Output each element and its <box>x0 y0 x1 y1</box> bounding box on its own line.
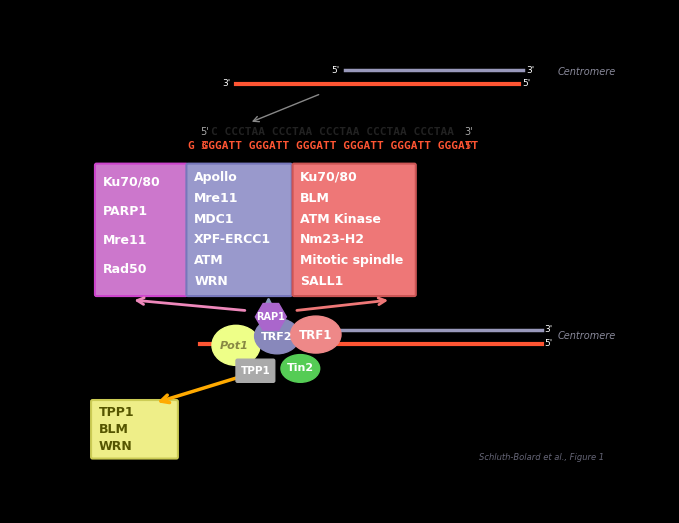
Text: 3': 3' <box>527 66 535 75</box>
Ellipse shape <box>281 355 320 382</box>
Text: Apollo: Apollo <box>194 171 238 184</box>
Text: 5': 5' <box>523 79 531 88</box>
Text: 3': 3' <box>464 127 473 137</box>
Text: TPP1: TPP1 <box>99 406 134 419</box>
Text: Ku70/80: Ku70/80 <box>300 171 358 184</box>
FancyBboxPatch shape <box>91 400 178 459</box>
Text: MDC1: MDC1 <box>194 212 235 225</box>
Text: PARP1: PARP1 <box>103 205 148 218</box>
Text: Centromere: Centromere <box>558 331 617 341</box>
Text: Pot1: Pot1 <box>220 341 249 351</box>
Text: 5': 5' <box>200 127 209 137</box>
Text: Ku70/80: Ku70/80 <box>103 176 160 189</box>
Ellipse shape <box>255 319 299 354</box>
Text: Tin2: Tin2 <box>287 363 314 373</box>
Text: SALL1: SALL1 <box>300 275 344 288</box>
Ellipse shape <box>212 325 260 366</box>
Text: 5': 5' <box>545 339 553 348</box>
Text: WRN: WRN <box>99 440 132 453</box>
Text: G GGGATT GGGATT GGGATT GGGATT GGGATT GGGATT: G GGGATT GGGATT GGGATT GGGATT GGGATT GGG… <box>188 141 478 151</box>
Text: Centromere: Centromere <box>558 67 617 77</box>
Text: BLM: BLM <box>99 423 129 436</box>
FancyBboxPatch shape <box>187 164 292 296</box>
Text: ATM Kinase: ATM Kinase <box>300 212 382 225</box>
Text: 3': 3' <box>222 79 231 88</box>
Text: Schluth-Bolard et al., Figure 1: Schluth-Bolard et al., Figure 1 <box>479 452 604 462</box>
Text: Nm23-H2: Nm23-H2 <box>300 233 365 246</box>
Text: TPP1: TPP1 <box>240 366 270 376</box>
FancyBboxPatch shape <box>293 164 416 296</box>
Text: WRN: WRN <box>194 275 228 288</box>
Text: BLM: BLM <box>300 192 330 205</box>
Text: 3': 3' <box>545 325 553 334</box>
Ellipse shape <box>291 316 341 353</box>
Text: TRF1: TRF1 <box>299 329 333 342</box>
Text: ATM: ATM <box>194 254 224 267</box>
Text: Mre11: Mre11 <box>103 234 147 247</box>
Text: Mre11: Mre11 <box>194 192 238 205</box>
Text: Mitotic spindle: Mitotic spindle <box>300 254 404 267</box>
Text: XPF-ERCC1: XPF-ERCC1 <box>194 233 272 246</box>
FancyBboxPatch shape <box>236 359 275 382</box>
Text: 3': 3' <box>200 141 209 151</box>
Text: TRF2: TRF2 <box>261 332 293 342</box>
Text: C CCCTAA CCCTAA CCCTAA CCCTAA CCCTAA: C CCCTAA CCCTAA CCCTAA CCCTAA CCCTAA <box>211 127 454 137</box>
Text: Rad50: Rad50 <box>103 264 147 276</box>
Text: 5': 5' <box>331 66 339 75</box>
FancyBboxPatch shape <box>95 164 187 296</box>
Text: 5': 5' <box>464 141 473 151</box>
Text: RAP1: RAP1 <box>257 312 285 322</box>
